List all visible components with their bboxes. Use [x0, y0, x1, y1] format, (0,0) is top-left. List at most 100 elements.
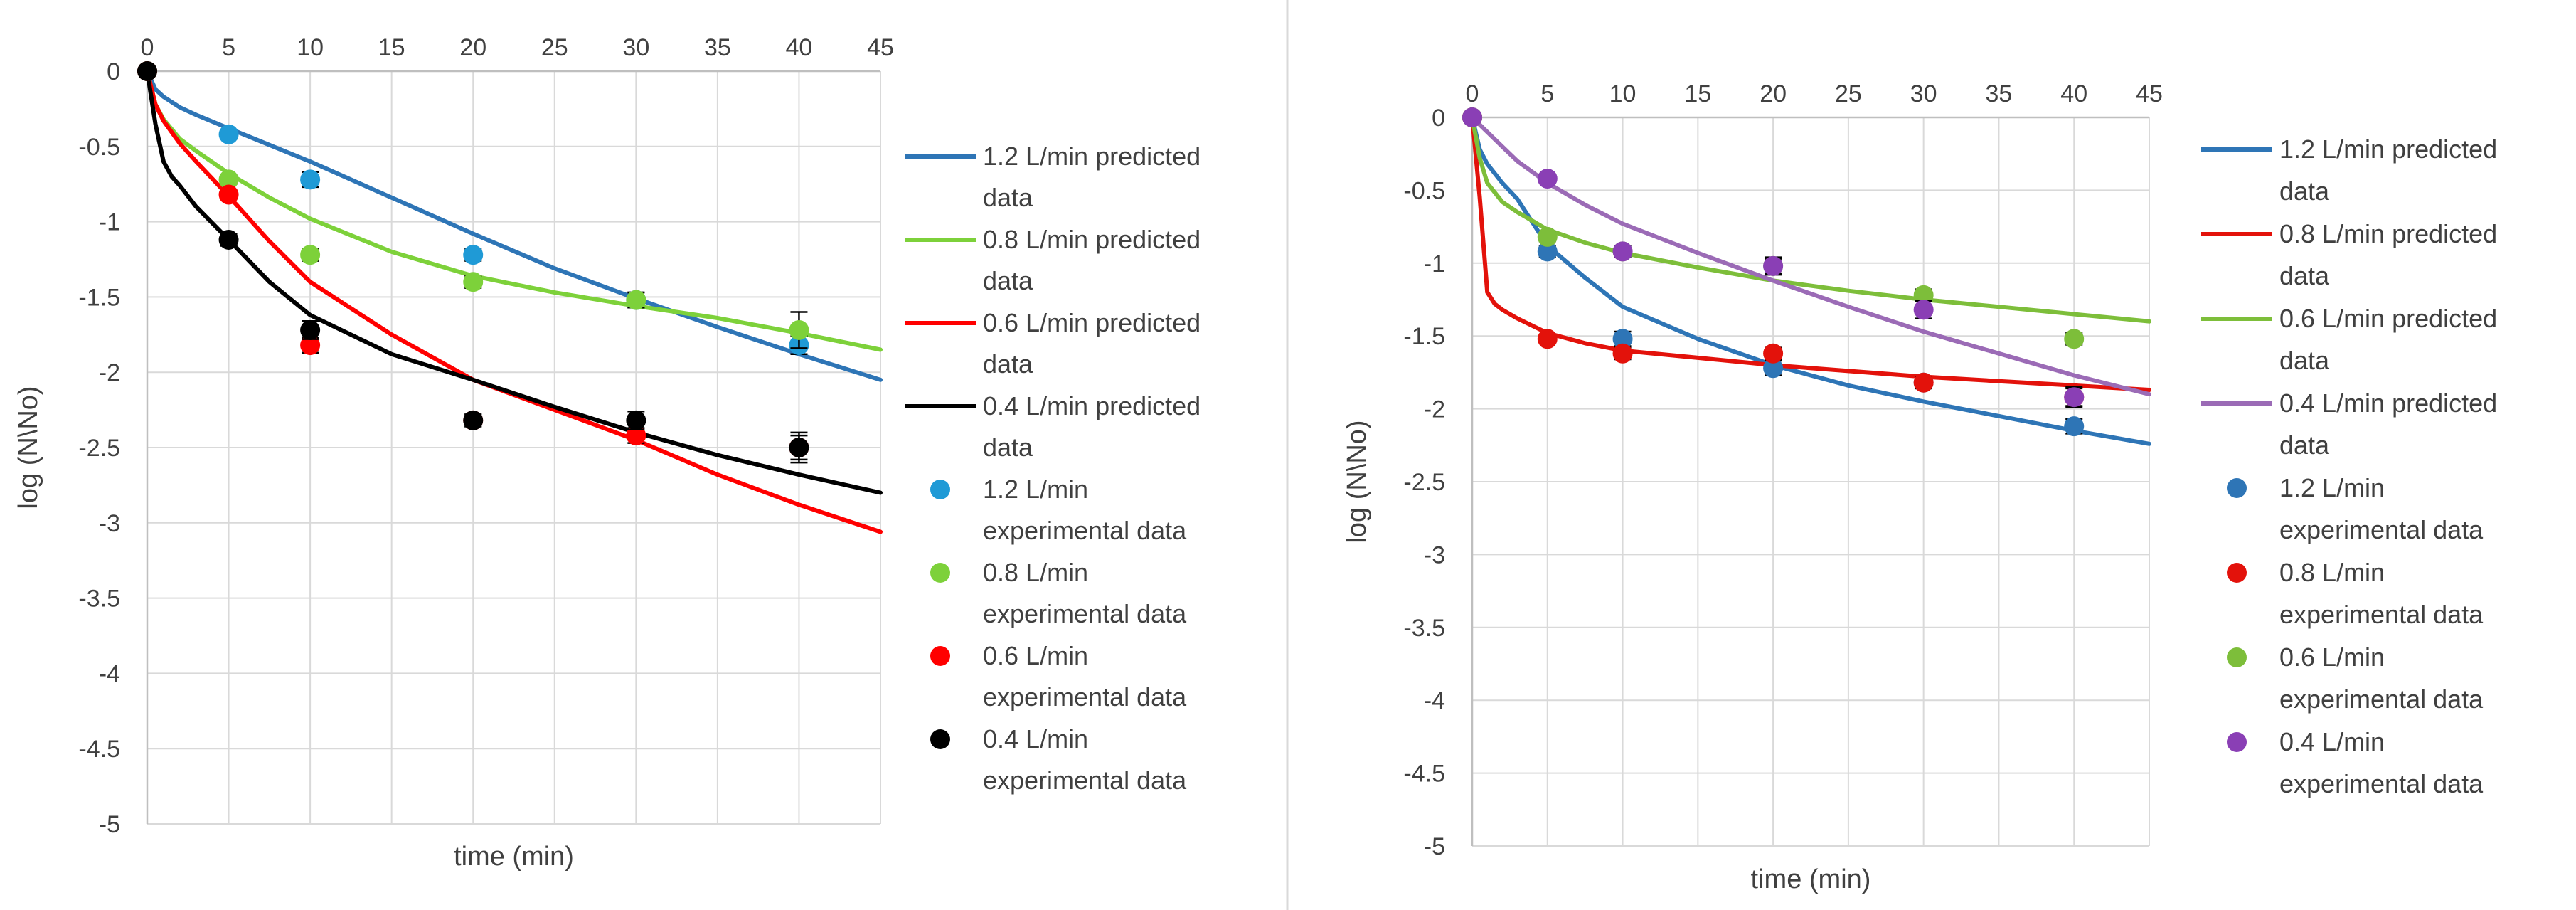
- legend-label-line: 0.6 L/min: [2279, 642, 2385, 672]
- x-tick-label: 10: [297, 34, 324, 61]
- legend-dot-swatch: [930, 646, 950, 666]
- legend-dot-swatch: [2227, 732, 2247, 752]
- y-tick-label: -3: [1424, 541, 1445, 568]
- legend-label: 1.2 L/min experimental data: [983, 475, 1187, 545]
- x-tick-label: 25: [541, 34, 568, 61]
- legend-label-line: data: [2279, 430, 2330, 460]
- data-point: [463, 272, 484, 292]
- legend-dot-swatch: [2227, 647, 2247, 667]
- data-point: [300, 245, 321, 265]
- y-axis-title: log (N\No): [14, 386, 43, 509]
- data-point: [300, 335, 321, 356]
- legend-dot-swatch: [2227, 563, 2247, 583]
- x-axis-title: time (min): [1751, 864, 1871, 894]
- legend-label-line: experimental data: [983, 766, 1187, 795]
- y-tick-label: -1: [1424, 250, 1445, 277]
- legend-label-line: 1.2 L/min predicted: [2279, 134, 2497, 164]
- x-tick-label: 25: [1835, 80, 1862, 107]
- data-point: [218, 184, 239, 205]
- x-tick-label: 5: [1540, 80, 1554, 107]
- x-tick-label: 35: [1986, 80, 2013, 107]
- legend-label-line: data: [983, 349, 1033, 379]
- x-tick-label: 40: [786, 34, 813, 61]
- predicted-curve: [1470, 115, 2151, 397]
- data-point: [463, 245, 484, 265]
- y-tick-label: -4: [1424, 687, 1445, 714]
- x-axis-title: time (min): [454, 842, 574, 872]
- legend-label: 0.6 L/min predicted data: [983, 308, 1201, 379]
- x-tick-label: 0: [141, 34, 154, 61]
- y-tick-label: -2.5: [1403, 469, 1445, 496]
- legend-label: 0.6 L/min experimental data: [983, 641, 1187, 711]
- predicted-curve: [145, 69, 883, 382]
- data-point: [626, 425, 646, 446]
- legend-label-line: 0.8 L/min: [2279, 558, 2385, 587]
- x-tick-label: 15: [1684, 80, 1711, 107]
- legend-dot-swatch: [2227, 478, 2247, 498]
- legend-label: 0.4 L/min experimental data: [2279, 727, 2484, 798]
- y-tick-label: -2: [99, 359, 120, 386]
- y-tick-label: -1.5: [1403, 323, 1445, 350]
- legend-label-line: experimental data: [983, 682, 1187, 711]
- x-tick-label: 20: [1760, 80, 1787, 107]
- legend-label: 0.8 L/min experimental data: [983, 558, 1187, 628]
- chart-left: 0 5 10 15 20 25 30 35 40 45 0 -0.5 -1 -1.5 -2 -2.5 -3 -3.…: [14, 34, 1201, 872]
- legend-label-line: 0.4 L/min predicted: [2279, 388, 2497, 418]
- legend-label-line: 0.8 L/min: [983, 558, 1088, 587]
- x-tick-label: 45: [867, 34, 894, 61]
- data-point: [2064, 329, 2085, 349]
- legend-label: 0.4 L/min experimental data: [983, 724, 1187, 795]
- legend-label-line: 1.2 L/min predicted: [983, 142, 1201, 171]
- y-tick-label: -3: [99, 510, 120, 537]
- y-tick-label: -3.5: [1403, 615, 1445, 642]
- data-point: [2064, 416, 2085, 437]
- data-point: [1913, 300, 1934, 320]
- legend-label-line: 0.6 L/min: [983, 641, 1088, 670]
- data-point: [1913, 372, 1934, 393]
- legend-label: 0.8 L/min experimental data: [2279, 558, 2484, 629]
- data-point: [1462, 107, 1482, 127]
- legend-label-line: data: [983, 433, 1033, 462]
- legend-label-line: 1.2 L/min: [2279, 473, 2385, 502]
- x-tick-label: 10: [1609, 80, 1636, 107]
- legend-label-line: experimental data: [2279, 600, 2484, 629]
- y-tick-label: -4.5: [1403, 761, 1445, 788]
- y-tick-label: -4: [99, 660, 120, 687]
- legend-label: 0.4 L/min predicted data: [983, 391, 1201, 462]
- data-point: [1763, 343, 1784, 364]
- y-tick-label: -2: [1424, 396, 1445, 423]
- y-tick-label: -0.5: [78, 134, 120, 161]
- chart-right: 0 5 10 15 20 25 30 35 40 45 0 -0.5 -1 -1.5 -2 -2.5 -3 -3.…: [1342, 80, 2497, 894]
- legend-label: 1.2 L/min predicted data: [2279, 134, 2497, 206]
- y-tick-label: -5: [1424, 833, 1445, 860]
- x-tick-label: 40: [2060, 80, 2087, 107]
- legend-label-line: 0.6 L/min predicted: [2279, 304, 2497, 333]
- y-tick-label: 0: [1432, 105, 1445, 132]
- data-point: [463, 410, 484, 430]
- data-point: [218, 124, 239, 144]
- legend-label-line: 0.6 L/min predicted: [983, 308, 1201, 337]
- y-tick-label: -0.5: [1403, 177, 1445, 204]
- data-point: [789, 438, 809, 457]
- legend-label-line: 0.4 L/min: [2279, 727, 2385, 756]
- legend-label: 0.4 L/min predicted data: [2279, 388, 2497, 460]
- legend-label-line: data: [2279, 176, 2330, 206]
- legend-label-line: experimental data: [2279, 684, 2484, 714]
- legend-label-line: data: [2279, 346, 2330, 375]
- x-tick-label: 15: [378, 34, 405, 61]
- y-tick-label: -5: [99, 811, 120, 838]
- x-tick-label: 30: [1910, 80, 1937, 107]
- legend-dot-swatch: [930, 563, 950, 583]
- data-point: [300, 319, 321, 340]
- legend-label: 1.2 L/min predicted data: [983, 142, 1201, 212]
- data-point: [1537, 241, 1558, 262]
- data-point: [218, 169, 239, 190]
- legend-label: 1.2 L/min experimental data: [2279, 473, 2484, 544]
- legend-label-line: experimental data: [983, 516, 1187, 545]
- predicted-curve: [145, 69, 883, 534]
- legend-label-line: 0.4 L/min predicted: [983, 391, 1201, 420]
- legend-label-line: data: [983, 266, 1033, 295]
- data-point: [1612, 241, 1633, 262]
- y-tick-label: -4.5: [78, 736, 120, 763]
